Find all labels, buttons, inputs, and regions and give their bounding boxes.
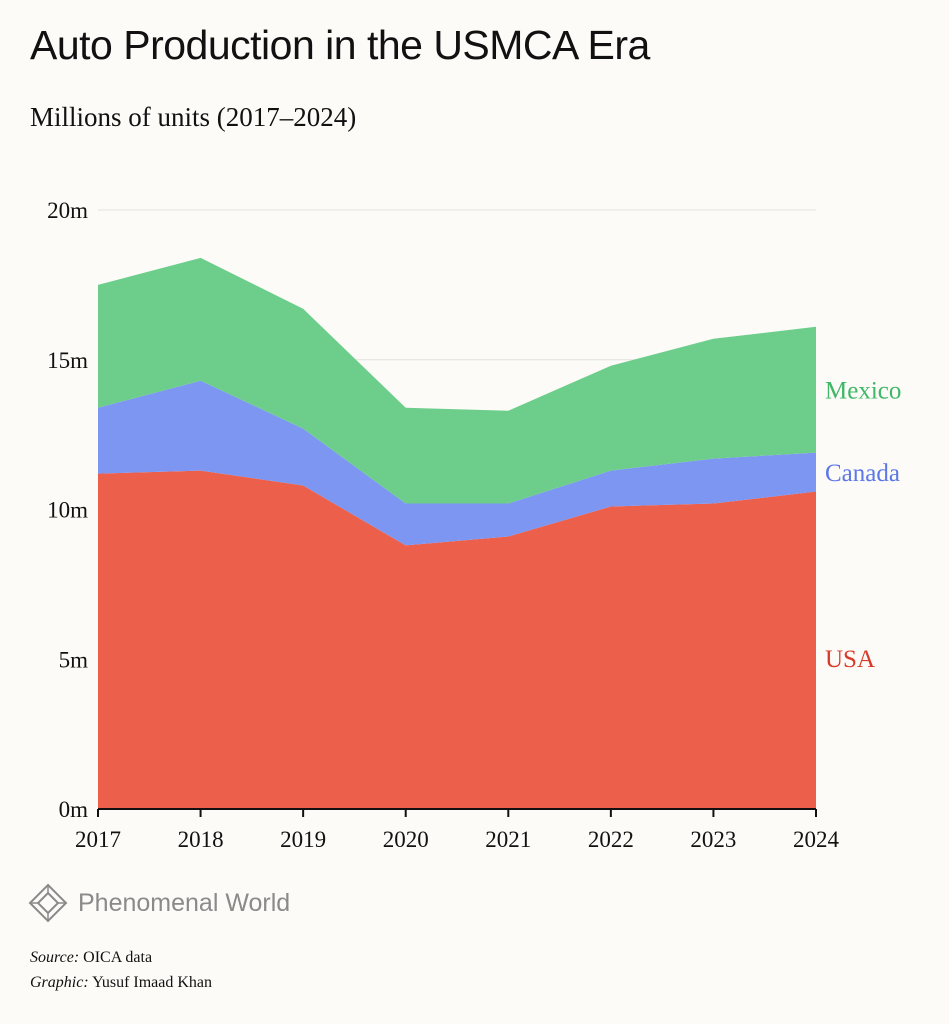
diamond-logo-icon <box>28 883 68 923</box>
y-tick-label-20: 20m <box>47 198 88 223</box>
x-tick-label-2023: 2023 <box>690 827 736 852</box>
x-tick-label-2020: 2020 <box>383 827 429 852</box>
x-tick-label-2021: 2021 <box>485 827 531 852</box>
series-label-usa: USA <box>825 646 875 673</box>
x-tick-label-2018: 2018 <box>178 827 224 852</box>
source-label: Source: <box>30 949 80 966</box>
source-credit: Source: OICA data <box>30 949 152 967</box>
brand-logo: Phenomenal World <box>28 883 290 923</box>
brand-name: Phenomenal World <box>78 888 291 917</box>
x-axis-labels: 2017 2018 2019 2020 2021 2022 2023 2024 <box>75 827 840 852</box>
area-mexico <box>98 257 816 504</box>
chart-subtitle: Millions of units (2017–2024) <box>30 102 357 132</box>
area-usa <box>98 470 816 809</box>
x-tick-label-2024: 2024 <box>793 827 840 852</box>
x-tick-label-2022: 2022 <box>588 827 634 852</box>
x-tick-label-2019: 2019 <box>280 827 326 852</box>
y-tick-label-10: 10m <box>47 498 88 523</box>
x-axis <box>97 808 817 817</box>
series-labels: USA Canada Mexico <box>825 378 901 674</box>
stacked-areas <box>98 257 816 809</box>
graphic-label: Graphic: <box>30 974 89 991</box>
graphic-credit: Graphic: Yusuf Imaad Khan <box>30 974 212 992</box>
y-tick-label-5: 5m <box>59 647 89 672</box>
y-tick-label-0: 0m <box>59 797 89 822</box>
chart-title: Auto Production in the USMCA Era <box>30 22 650 68</box>
series-label-mexico: Mexico <box>825 378 901 405</box>
x-tick-label-2017: 2017 <box>75 827 121 852</box>
y-tick-label-15: 15m <box>47 348 88 373</box>
graphic-value: Yusuf Imaad Khan <box>92 974 213 991</box>
y-axis-labels: 0m 5m 10m 15m 20m <box>47 198 88 822</box>
source-value: OICA data <box>83 949 153 966</box>
area-canada <box>98 380 816 546</box>
series-label-canada: Canada <box>825 460 900 487</box>
